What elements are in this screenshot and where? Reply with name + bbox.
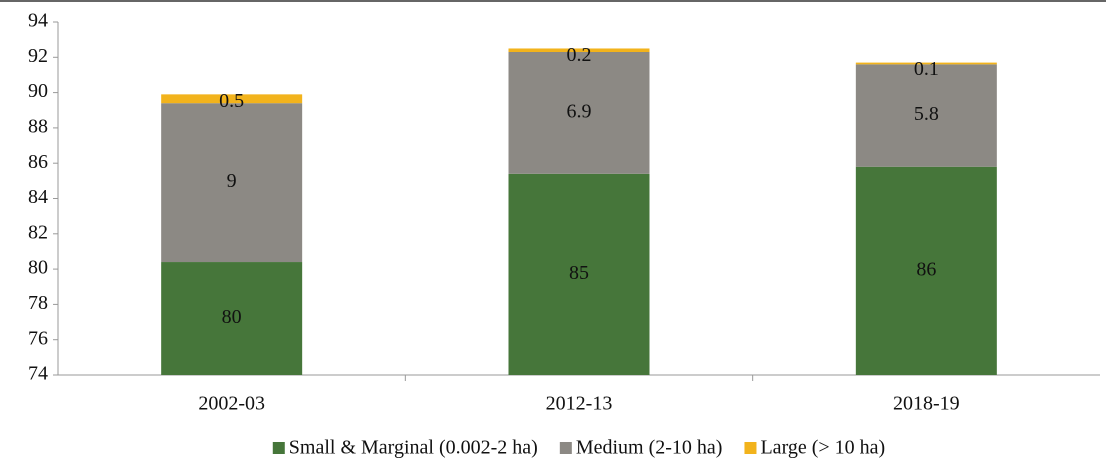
legend-swatch xyxy=(559,442,572,454)
y-tick-label: 76 xyxy=(28,327,48,349)
bar-segment xyxy=(855,62,997,65)
bar-segment xyxy=(161,262,303,375)
bar-segment xyxy=(855,64,997,167)
y-tick-label: 86 xyxy=(28,151,48,173)
x-tick-label: 2018-19 xyxy=(893,393,960,415)
data-label: 9 xyxy=(227,170,237,192)
y-tick-label: 92 xyxy=(28,45,48,67)
legend-label: Small & Marginal (0.002-2 ha) xyxy=(289,437,538,459)
data-label: 85 xyxy=(569,262,589,284)
data-label: 5.8 xyxy=(914,103,939,125)
legend: Small & Marginal (0.002-2 ha) Medium (2-1… xyxy=(272,437,885,459)
y-tick-label: 74 xyxy=(28,363,48,385)
data-label: 6.9 xyxy=(567,100,592,122)
bar-segment xyxy=(161,103,303,263)
bar-segment xyxy=(508,52,650,174)
y-tick-label: 82 xyxy=(28,221,48,243)
y-tick-label: 90 xyxy=(28,80,48,102)
data-label: 0.5 xyxy=(219,90,244,112)
y-tick-label: 94 xyxy=(28,10,48,32)
y-tick-label: 80 xyxy=(28,257,48,279)
bar-segment xyxy=(855,166,997,375)
y-tick-label: 88 xyxy=(28,115,48,137)
legend-swatch xyxy=(744,442,757,454)
x-tick-label: 2012-13 xyxy=(546,393,613,415)
bar-segment xyxy=(508,48,650,53)
data-label: 0.2 xyxy=(567,44,592,66)
bar-segment xyxy=(508,173,650,375)
y-tick-label: 84 xyxy=(28,186,48,208)
legend-label: Medium (2-10 ha) xyxy=(576,437,723,459)
data-label: 86 xyxy=(916,258,936,280)
y-tick-label: 78 xyxy=(28,292,48,314)
legend-swatch xyxy=(272,442,285,454)
x-tick-label: 2002-03 xyxy=(198,393,265,415)
legend-label: Large (> 10 ha) xyxy=(760,437,885,459)
data-label: 0.1 xyxy=(914,58,939,80)
data-label: 80 xyxy=(222,306,242,328)
bar-segment xyxy=(161,94,303,104)
